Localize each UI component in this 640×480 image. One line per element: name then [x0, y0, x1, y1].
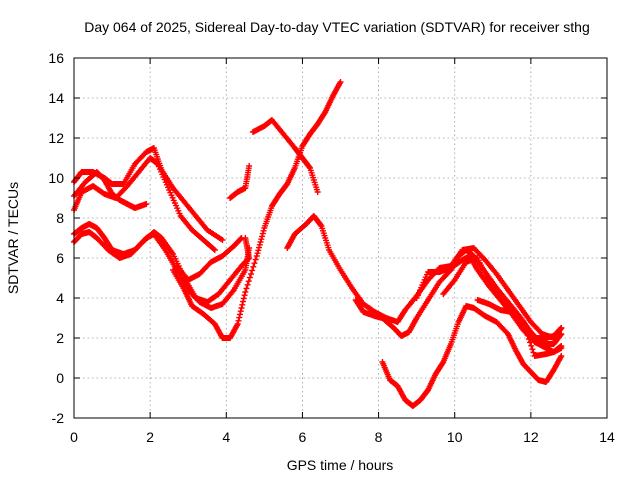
data-point-marker	[314, 189, 321, 195]
data-point-marker	[256, 241, 263, 248]
y-tick-label: 14	[48, 90, 64, 106]
data-point-marker	[234, 321, 241, 327]
x-tick-label: 2	[146, 429, 154, 445]
data-point-marker	[256, 244, 263, 251]
series-arc-7	[169, 79, 344, 341]
chart-title: Day 064 of 2025, Sidereal Day-to-day VTE…	[84, 19, 590, 35]
data-point-marker	[245, 278, 252, 285]
data-point-marker	[238, 235, 245, 241]
series-arc-6	[173, 235, 245, 283]
data-point-marker	[258, 236, 265, 243]
data-point-marker	[257, 239, 264, 245]
data-point-marker	[254, 250, 261, 257]
y-axis-tick-labels: -2 0 2 4 6 8 10 12 14 16	[48, 50, 64, 426]
data-point-marker	[246, 163, 253, 169]
data-point-marker	[243, 285, 250, 292]
y-tick-label: 0	[56, 370, 64, 386]
grid	[74, 58, 607, 418]
data-point-marker	[528, 342, 535, 349]
series-arc-4	[71, 221, 253, 311]
data-point-marker	[242, 289, 249, 295]
y-tick-label: 8	[56, 210, 64, 226]
series-arc-9	[249, 117, 321, 195]
y-tick-label: 12	[48, 130, 64, 146]
x-axis-title: GPS time / hours	[287, 457, 394, 473]
y-tick-label: 4	[56, 290, 64, 306]
data-point-marker	[251, 260, 258, 267]
data-point-marker	[210, 246, 217, 252]
data-point-marker	[246, 274, 253, 281]
data-point-marker	[306, 164, 313, 170]
data-point-marker	[236, 311, 243, 318]
data-point-marker	[211, 247, 218, 253]
data-point-marker	[249, 267, 256, 274]
series-arc-5	[71, 229, 253, 305]
data-point-marker	[237, 235, 244, 242]
data-point-marker	[219, 237, 226, 243]
y-axis-title: SDTVAR / TECUs	[5, 182, 21, 294]
axis-ticks	[73, 57, 608, 419]
data-point-marker	[557, 325, 564, 332]
data-point-marker	[557, 332, 564, 338]
y-tick-label: 16	[48, 50, 64, 66]
data-point-marker	[143, 201, 150, 207]
data-point-marker	[248, 271, 255, 277]
data-point-marker	[530, 349, 537, 356]
data-point-marker	[259, 233, 266, 240]
x-tick-label: 10	[447, 429, 463, 445]
x-tick-label: 6	[299, 429, 307, 445]
data-point-marker	[527, 339, 534, 346]
data-point-marker	[244, 281, 251, 288]
data-point-marker	[241, 292, 248, 299]
plot-area	[71, 79, 565, 409]
y-tick-label: 10	[48, 170, 64, 186]
series-arc-8	[227, 163, 253, 201]
data-point-marker	[240, 295, 247, 302]
x-tick-label: 8	[375, 429, 383, 445]
series-arc-14	[440, 255, 565, 359]
data-point-marker	[558, 325, 565, 331]
data-point-marker	[239, 301, 246, 308]
data-point-marker	[259, 230, 266, 237]
data-point-marker	[250, 263, 257, 270]
data-point-marker	[317, 222, 324, 228]
data-point-marker	[529, 346, 536, 353]
data-point-marker	[255, 247, 262, 254]
series-arc-3	[71, 169, 150, 211]
y-tick-label: -2	[52, 410, 65, 426]
data-point-marker	[337, 79, 344, 85]
x-tick-label: 4	[222, 429, 230, 445]
x-tick-label: 12	[523, 429, 539, 445]
data-point-marker	[237, 308, 244, 315]
x-axis-tick-labels: 0 2 4 6 8 10 12 14	[70, 429, 615, 445]
y-tick-label: 2	[56, 330, 64, 346]
data-point-marker	[235, 317, 242, 324]
data-point-marker	[525, 336, 532, 342]
x-tick-label: 14	[599, 429, 615, 445]
data-point-marker	[558, 353, 565, 359]
data-point-marker	[253, 253, 260, 259]
x-tick-label: 0	[70, 429, 78, 445]
data-point-marker	[260, 227, 267, 234]
series-arc-12	[379, 303, 565, 409]
data-point-marker	[240, 298, 247, 305]
data-point-marker	[236, 314, 243, 321]
data-point-marker	[558, 331, 565, 337]
y-tick-label: 6	[56, 250, 64, 266]
series-arc-15	[474, 297, 565, 341]
plot-frame	[73, 57, 608, 419]
data-point-marker	[238, 305, 245, 311]
data-point-marker	[252, 256, 259, 263]
data-point-marker	[558, 345, 565, 351]
